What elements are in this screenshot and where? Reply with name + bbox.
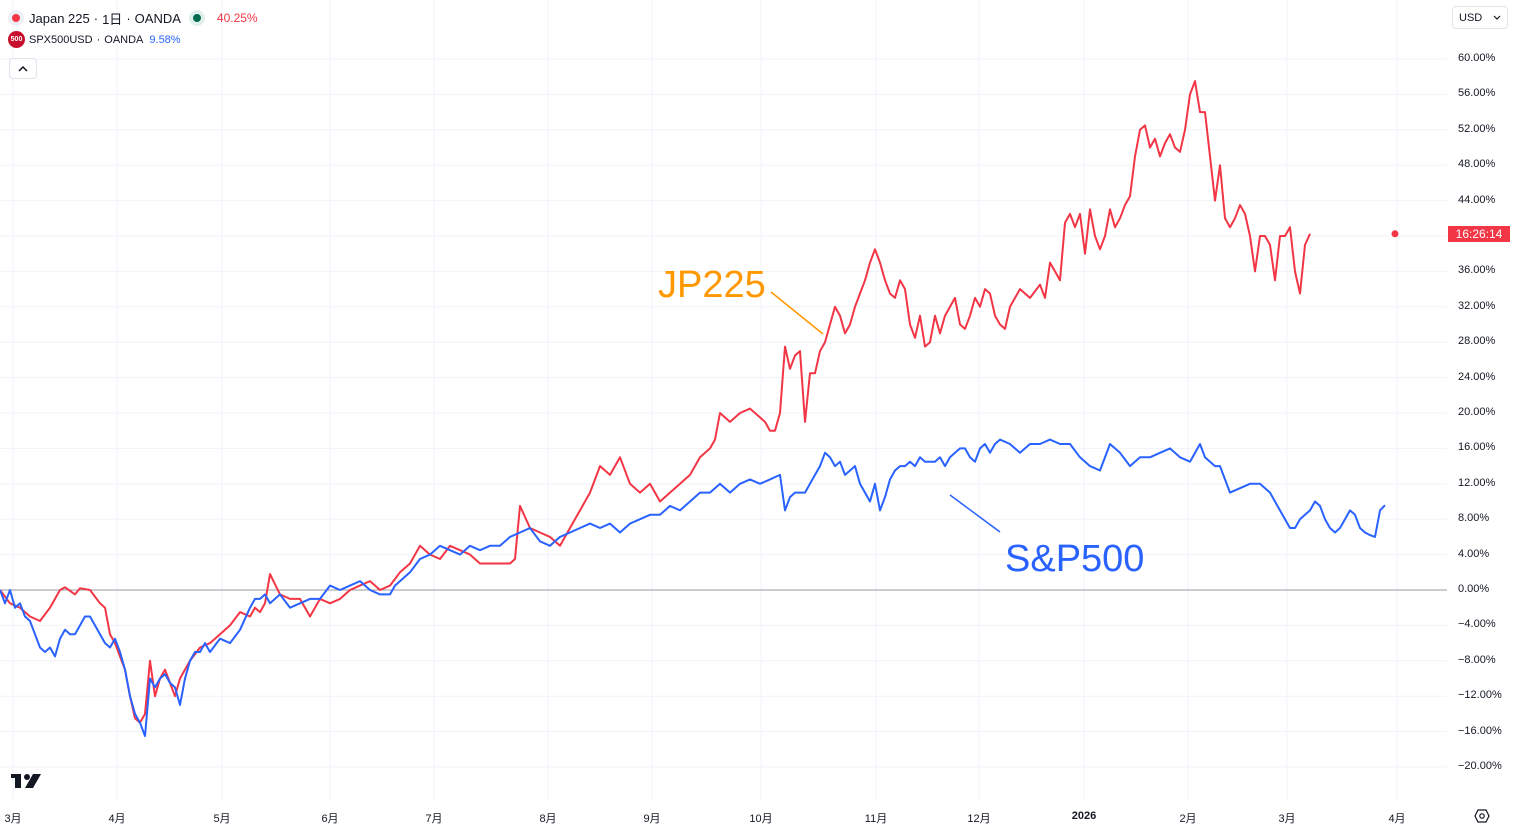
currency-selector[interactable]: USD [1452,6,1508,29]
y-axis-tick-label: 52.00% [1458,122,1496,135]
x-axis-tick-label: 8月 [539,813,557,825]
chevron-down-icon [1493,15,1501,20]
x-axis-tick-label: 7月 [425,813,443,825]
x-axis-tick-label: 4月 [108,813,126,825]
y-axis-tick-label: 12.00% [1458,476,1496,489]
x-axis-tick-label: 6月 [321,813,339,825]
x-axis-tick-label: 5月 [213,813,231,825]
currency-value: USD [1459,11,1483,24]
legend-symbol: Japan 225 [29,10,90,26]
legend-exchange: OANDA [104,33,144,46]
spx500-series-line[interactable] [0,438,1386,737]
x-axis-tick-label: 10月 [749,813,773,825]
y-axis-tick-label: 36.00% [1458,264,1496,277]
y-axis-tick-label: 32.00% [1458,299,1496,312]
grid-lines [0,0,1447,800]
legend-exchange: OANDA [134,10,181,26]
y-axis-tick-label: −16.00% [1458,724,1502,737]
spx500-logo-icon: 500 [8,31,25,48]
y-axis-tick-label: 24.00% [1458,370,1496,383]
x-axis-tick-label: 3月 [1278,813,1296,825]
sp500-annotation-label[interactable]: S&P500 [1005,538,1145,580]
legend-change-value: 40.25% [216,11,258,25]
jp225-annotation-arrow[interactable] [770,291,824,335]
legend-row-spx500[interactable]: 500 SPX500USD · OANDA 9.58% [8,31,258,48]
jp225-series-line[interactable] [0,80,1311,724]
series-color-dot-icon [8,10,24,26]
chevron-up-icon [18,65,28,72]
jp225-annotation-label[interactable]: JP225 [658,264,766,306]
collapse-legend-button[interactable] [9,58,37,79]
x-axis-tick-label: 2026 [1071,810,1097,822]
chart-settings-icon[interactable] [1474,808,1490,829]
x-axis-tick-label: 11月 [864,813,888,825]
y-axis-tick-label: 16.00% [1458,441,1496,454]
countdown-price-label: 16:26:14 [1448,226,1510,242]
y-axis-tick-label: 8.00% [1458,512,1490,525]
y-axis-tick-label: 44.00% [1458,193,1496,206]
jp225-last-point [1391,230,1399,238]
x-axis-tick-label: 9月 [643,813,661,825]
y-axis-tick-label: 28.00% [1458,335,1496,348]
sp500-annotation-arrow[interactable] [949,494,1001,533]
legend-interval[interactable]: 1日 [102,11,123,27]
y-axis-tick-label: 0.00% [1458,583,1490,595]
market-status-icon[interactable] [188,10,205,26]
y-axis-tick-label: −4.00% [1458,618,1496,631]
x-axis-tick-label: 4月 [1388,813,1406,825]
y-axis-tick-label: −12.00% [1458,689,1502,702]
y-axis-tick-label: −8.00% [1458,653,1496,666]
x-axis-tick-label: 3月 [4,813,22,825]
y-axis-tick-label: 48.00% [1458,158,1496,171]
tradingview-logo-icon[interactable] [11,773,43,794]
legend-symbol: SPX500USD [29,33,93,46]
y-axis-tick-label: −20.00% [1458,760,1502,772]
legend-change-value: 9.58% [149,33,181,46]
legend-row-japan225[interactable]: Japan 225 · 1日 · OANDA 40.25% [8,8,258,28]
y-axis-tick-label: 20.00% [1458,406,1496,418]
chart-legend: Japan 225 · 1日 · OANDA 40.25% 500 SPX500… [8,8,258,48]
x-axis-tick-label: 12月 [967,813,991,825]
x-axis-tick-label: 2月 [1179,813,1197,825]
y-axis-tick-label: 4.00% [1458,547,1490,560]
y-axis-tick-label: 56.00% [1458,87,1496,100]
y-axis-tick-label: 60.00% [1458,52,1496,64]
